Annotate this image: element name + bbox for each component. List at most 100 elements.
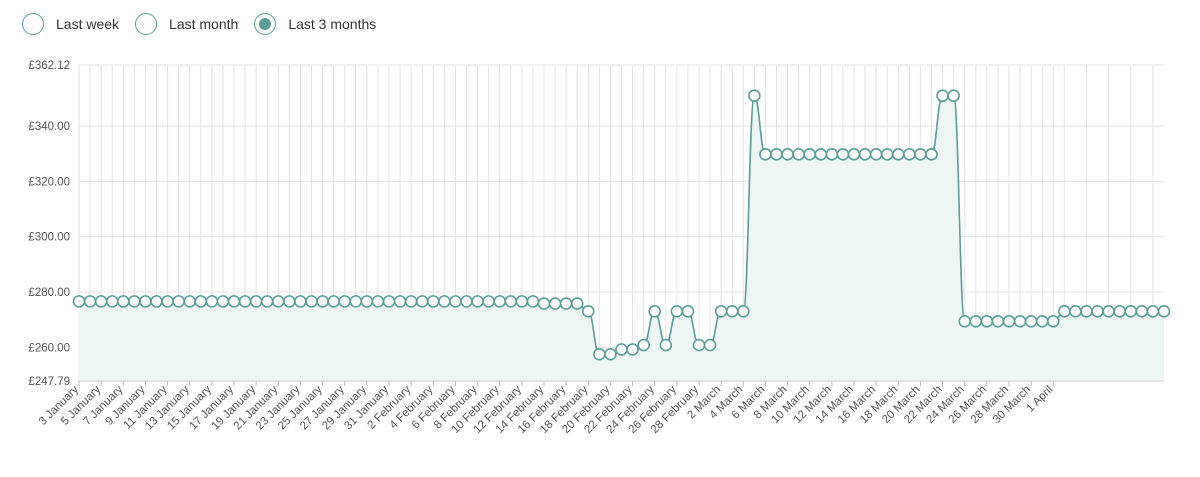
price-point [526, 295, 540, 308]
price-point [570, 297, 584, 310]
price-point [714, 305, 728, 318]
price-point [991, 314, 1005, 328]
radio-last-month[interactable] [135, 13, 158, 35]
y-tick-label: £247.79 [28, 376, 70, 388]
price-point [980, 314, 994, 328]
radio-last-3-months[interactable] [254, 13, 277, 35]
price-point [205, 295, 219, 308]
price-point [460, 295, 473, 308]
price-point [438, 295, 451, 308]
y-tick-label: £260.00 [28, 342, 70, 354]
price-point [681, 305, 695, 318]
price-point [1080, 305, 1093, 318]
price-point [604, 347, 617, 361]
y-tick-label: £340.00 [28, 121, 70, 133]
price-point [593, 347, 606, 361]
price-point [382, 295, 396, 308]
price-point [692, 338, 706, 352]
price-point [581, 305, 595, 318]
price-point [426, 295, 440, 308]
price-point [294, 295, 307, 308]
price-point [393, 295, 407, 308]
price-point [471, 295, 484, 308]
price-point [736, 305, 750, 318]
price-point [659, 338, 673, 352]
price-point [958, 314, 972, 328]
price-point [770, 148, 783, 161]
price-point [1035, 314, 1049, 328]
y-tick-label: £362.12 [28, 60, 70, 72]
price-point [194, 295, 208, 308]
price-point [559, 297, 573, 310]
price-point [172, 295, 185, 308]
price-point [515, 295, 529, 308]
price-point [327, 295, 340, 308]
price-point [139, 295, 152, 308]
price-point [227, 295, 241, 308]
price-point [814, 148, 828, 161]
filter-last-week-label: Last week [56, 16, 120, 32]
price-point [1091, 305, 1104, 318]
price-point [626, 343, 639, 356]
price-point [271, 295, 285, 308]
price-area-fill [79, 95, 1164, 381]
price-point [1024, 314, 1038, 328]
price-point [1157, 305, 1171, 318]
price-point [947, 89, 960, 103]
filter-last-month[interactable]: Last month [135, 13, 238, 35]
price-point [548, 297, 562, 310]
price-point [83, 295, 97, 308]
price-point [504, 295, 518, 308]
filter-last-week[interactable]: Last week [22, 13, 119, 35]
price-point [238, 295, 252, 308]
y-tick-label: £300.00 [28, 232, 70, 244]
price-point [1113, 305, 1127, 318]
price-point [703, 338, 717, 352]
price-point [1135, 305, 1149, 318]
price-point [847, 148, 861, 161]
price-point [792, 148, 805, 161]
filter-last-3-months-label: Last 3 months [288, 16, 377, 32]
price-point [482, 295, 495, 308]
price-point [781, 148, 794, 161]
price-point [748, 89, 761, 103]
price-point [880, 148, 894, 161]
price-point [183, 295, 197, 308]
price-point [825, 148, 839, 161]
price-point [648, 305, 662, 318]
price-point [725, 305, 739, 318]
price-point [803, 148, 817, 161]
filter-last-month-label: Last month [169, 16, 239, 32]
price-point [1146, 305, 1160, 318]
price-point [128, 295, 141, 308]
price-point [615, 343, 628, 356]
price-point [360, 295, 374, 308]
radio-last-week[interactable] [22, 13, 44, 35]
y-tick-label: £280.00 [28, 287, 70, 299]
price-point [537, 297, 551, 310]
price-point [836, 148, 850, 161]
price-point [415, 295, 429, 308]
price-point [925, 148, 938, 161]
price-point [305, 295, 318, 308]
price-point [404, 295, 418, 308]
price-point [858, 148, 872, 161]
price-point [316, 295, 329, 308]
price-point [1013, 314, 1027, 328]
price-point [891, 148, 905, 161]
price-point [903, 148, 916, 161]
price-point [116, 295, 130, 308]
price-point [637, 338, 650, 352]
price-point [150, 295, 163, 308]
price-point [1002, 314, 1016, 328]
price-point [216, 295, 230, 308]
price-point [670, 305, 684, 318]
date-range-filter: Last week Last month Last 3 months [22, 13, 376, 35]
price-point [869, 148, 883, 161]
price-point [349, 295, 363, 308]
y-tick-label: £320.00 [28, 176, 70, 188]
price-point [338, 295, 352, 308]
filter-last-3-months[interactable]: Last 3 months [254, 13, 376, 35]
price-point [94, 295, 108, 308]
price-point [260, 295, 274, 308]
